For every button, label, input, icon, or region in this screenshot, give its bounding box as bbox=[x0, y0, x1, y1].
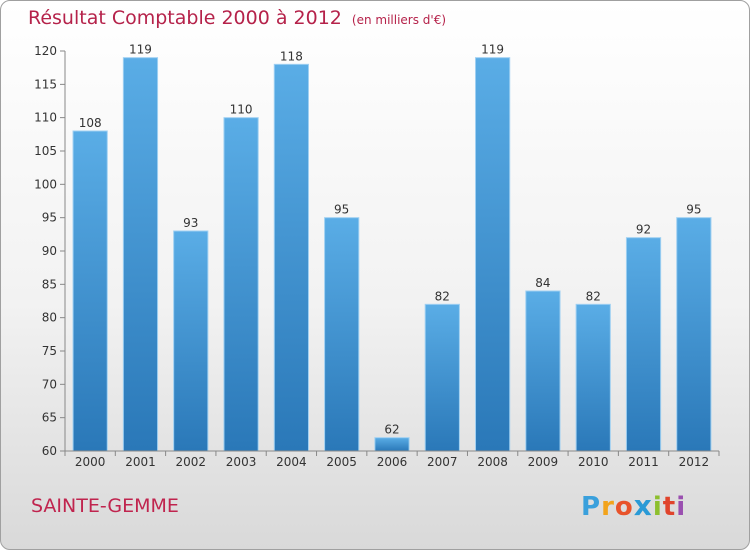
logo-letter: P bbox=[581, 492, 602, 522]
bar bbox=[525, 290, 561, 452]
logo-letter: i bbox=[676, 492, 687, 522]
bar-value-label: 108 bbox=[79, 116, 102, 130]
y-axis: 60 65 70 75 80 85 90 95 100 105 110 115 120 bbox=[34, 44, 66, 458]
bar-value-label: 95 bbox=[686, 203, 701, 217]
y-tick-label: 95 bbox=[42, 211, 57, 225]
x-tick-label: 2006 bbox=[377, 455, 408, 469]
bar-value-label: 84 bbox=[535, 276, 550, 290]
y-tick-label: 105 bbox=[34, 144, 57, 158]
logo-letter: i bbox=[652, 492, 663, 522]
bar bbox=[122, 57, 159, 452]
bar bbox=[475, 57, 511, 452]
y-tick-label: 75 bbox=[42, 344, 57, 358]
y-tick-label: 85 bbox=[42, 277, 57, 291]
chart-subtitle: (en milliers d'€) bbox=[351, 13, 447, 27]
commune-name: SAINTE-GEMME bbox=[31, 495, 179, 517]
x-tick-label: 2002 bbox=[175, 455, 206, 469]
bar-value-label: 82 bbox=[586, 289, 601, 303]
bar bbox=[72, 130, 108, 452]
bar bbox=[173, 230, 209, 452]
bars-group: 108 119 93 110 118 95 62 82 119 84 82 92 95 bbox=[72, 43, 712, 452]
x-tick-label: 2003 bbox=[226, 455, 257, 469]
x-axis: 2000 2001 2002 2003 2004 2005 2006 2007 2008 2009… bbox=[64, 450, 720, 469]
x-tick-label: 2005 bbox=[326, 455, 357, 469]
x-tick-label: 2010 bbox=[578, 455, 609, 469]
bar-value-label: 92 bbox=[636, 223, 651, 237]
bar bbox=[324, 217, 360, 452]
bar-value-label: 62 bbox=[384, 423, 399, 437]
chart-title-text: Résultat Comptable 2000 à 2012 bbox=[28, 7, 342, 29]
bar-value-label: 82 bbox=[435, 289, 450, 303]
bar bbox=[273, 63, 309, 452]
bar bbox=[424, 303, 460, 452]
bar bbox=[676, 217, 712, 452]
y-tick-label: 110 bbox=[34, 111, 57, 125]
bar bbox=[575, 303, 611, 452]
logo-letter: t bbox=[662, 492, 677, 522]
y-tick-label: 120 bbox=[34, 44, 57, 58]
proxiti-logo[interactable]: Proxiti bbox=[581, 489, 686, 522]
bar-value-label: 95 bbox=[334, 203, 349, 217]
y-tick-label: 65 bbox=[42, 411, 57, 425]
x-tick-label: 2011 bbox=[628, 455, 659, 469]
x-tick-label: 2008 bbox=[477, 455, 508, 469]
bar-value-label: 110 bbox=[230, 103, 253, 117]
x-tick-label: 2007 bbox=[427, 455, 458, 469]
x-tick-label: 2012 bbox=[679, 455, 710, 469]
bar-value-label: 93 bbox=[183, 216, 198, 230]
logo-letter: x bbox=[633, 489, 653, 522]
bar-value-label: 118 bbox=[280, 49, 303, 63]
x-tick-label: 2001 bbox=[125, 455, 156, 469]
x-tick-label: 2004 bbox=[276, 455, 307, 469]
bar bbox=[625, 237, 662, 452]
bar bbox=[223, 117, 259, 452]
y-tick-label: 80 bbox=[42, 311, 57, 325]
logo-letter: o bbox=[614, 492, 634, 522]
y-tick-label: 60 bbox=[42, 444, 57, 458]
bar bbox=[374, 437, 410, 452]
y-tick-label: 90 bbox=[42, 244, 57, 258]
x-tick-label: 2000 bbox=[75, 455, 106, 469]
bar-value-label: 119 bbox=[481, 43, 504, 57]
y-tick-label: 115 bbox=[34, 77, 57, 91]
x-tick-label: 2009 bbox=[528, 455, 559, 469]
bar-value-label: 119 bbox=[129, 43, 152, 57]
logo-letter: r bbox=[601, 492, 615, 522]
chart-title: Résultat Comptable 2000 à 2012 (en millie… bbox=[28, 7, 446, 29]
y-tick-label: 70 bbox=[42, 377, 57, 391]
y-tick-label: 100 bbox=[34, 177, 57, 191]
